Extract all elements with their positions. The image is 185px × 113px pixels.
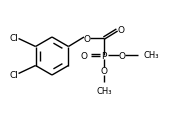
Text: O: O [83,34,90,43]
Text: CH₃: CH₃ [96,86,112,95]
Text: O: O [100,67,107,76]
Text: O: O [119,51,125,60]
Text: Cl: Cl [9,34,18,43]
Text: O: O [117,25,125,34]
Text: CH₃: CH₃ [143,50,159,59]
Text: P: P [101,51,107,60]
Text: O: O [80,51,88,60]
Text: Cl: Cl [9,70,18,79]
